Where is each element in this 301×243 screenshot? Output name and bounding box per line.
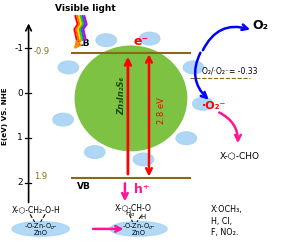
Text: h⁺: h⁺	[134, 183, 149, 196]
Text: 2: 2	[17, 178, 23, 187]
Text: ·O₂⁻: ·O₂⁻	[202, 102, 226, 112]
Text: -O-Zn-O$_σ$-: -O-Zn-O$_σ$-	[24, 222, 57, 232]
Text: 2.8 eV: 2.8 eV	[157, 97, 166, 124]
Text: 0: 0	[17, 88, 23, 97]
Text: H: H	[140, 215, 145, 220]
Text: CB: CB	[77, 39, 90, 48]
Text: 1: 1	[17, 133, 23, 142]
Ellipse shape	[183, 61, 204, 74]
Text: X-⬡-CH-O: X-⬡-CH-O	[114, 203, 151, 212]
Text: H$_α$: H$_α$	[125, 209, 135, 219]
Text: -1: -1	[14, 44, 23, 53]
Text: X:OCH₃,
H, Cl,
F, NO₂.: X:OCH₃, H, Cl, F, NO₂.	[211, 205, 242, 237]
Ellipse shape	[12, 222, 69, 236]
Text: Visible light: Visible light	[55, 4, 116, 13]
Ellipse shape	[96, 34, 116, 46]
Ellipse shape	[176, 132, 197, 145]
Text: -O-Zn-O$_σ$-: -O-Zn-O$_σ$-	[122, 222, 155, 232]
Ellipse shape	[139, 32, 160, 45]
Text: X-⬡-CH₂-O-H: X-⬡-CH₂-O-H	[12, 206, 61, 215]
Text: e⁻: e⁻	[134, 35, 149, 48]
Text: VB: VB	[77, 182, 91, 191]
Text: O₂/·O₂⁻= -0.33: O₂/·O₂⁻= -0.33	[202, 67, 257, 76]
Text: O₂: O₂	[253, 19, 269, 32]
Text: -0.9: -0.9	[34, 47, 50, 56]
Ellipse shape	[75, 46, 187, 151]
Text: ZnO: ZnO	[132, 230, 145, 236]
Ellipse shape	[58, 61, 79, 74]
Text: E(eV) VS. NHE: E(eV) VS. NHE	[2, 88, 8, 146]
Ellipse shape	[133, 153, 154, 166]
Ellipse shape	[53, 113, 73, 126]
Text: ZnO: ZnO	[34, 230, 48, 236]
Text: X-⬡-CHO: X-⬡-CHO	[220, 151, 260, 160]
Text: Zn₃In₂S₆: Zn₃In₂S₆	[117, 77, 126, 115]
Ellipse shape	[110, 222, 167, 236]
Ellipse shape	[193, 97, 213, 110]
Text: 1.9: 1.9	[34, 172, 47, 181]
Ellipse shape	[85, 146, 105, 158]
